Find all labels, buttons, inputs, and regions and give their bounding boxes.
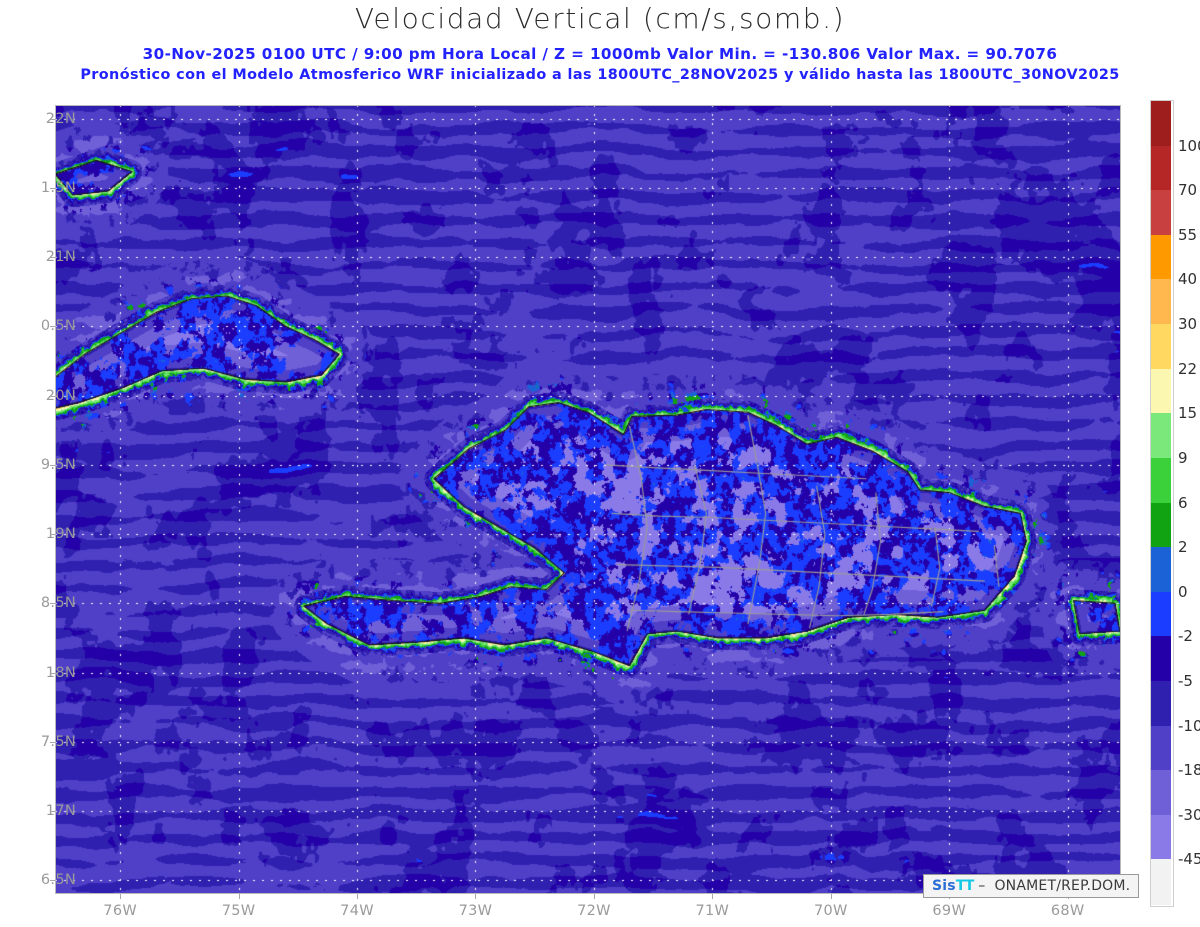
colorbar-label-5: 22 [1178,359,1198,378]
latitude-label-11: 6.5N [40,872,76,889]
colorbar-label-1: 70 [1178,181,1198,200]
colorbar-band-9 [1151,502,1171,548]
colorbar-label-3: 40 [1178,270,1198,289]
longitude-label-2: 74W [340,903,374,919]
latitude-label-7: 8.5N [40,595,76,612]
latitude-label-3: 0.5N [40,318,76,335]
colorbar-label-12: -5 [1178,671,1193,690]
colorbar-band-10 [1151,547,1171,593]
colorbar-band-3 [1151,234,1171,281]
longitude-tick-4 [593,894,595,899]
model-description-line: Pronóstico con el Modelo Atmosferico WRF… [80,67,1120,83]
longitude-label-7: 69W [932,903,967,919]
longitude-label-4: 72W [577,903,611,919]
colorbar-band-6 [1151,368,1171,414]
colorbar-band-12 [1151,636,1171,682]
colorbar-label-15: -30 [1178,805,1200,824]
colorbar-label-7: 9 [1178,448,1188,467]
colorbar-label-13: -10 [1178,716,1200,735]
colorbar-band-0 [1151,101,1171,147]
colorbar-label-2: 55 [1178,225,1198,244]
colorbar-band-11 [1151,591,1171,637]
colorbar-label-16: -45 [1178,850,1200,869]
latitude-tick-8 [50,672,55,674]
colorbar-bands [1151,101,1171,905]
colorbar-label-14: -18 [1178,761,1200,780]
colorbar-label-0: 100 [1178,136,1200,155]
colorbar-band-17 [1151,859,1171,905]
latitude-label-0: 22N [45,110,76,127]
longitude-label-8: 68W [1050,903,1085,919]
longitude-tick-5 [712,894,714,899]
colorbar-label-6: 15 [1178,404,1198,423]
attribution-separator: – [978,878,986,894]
longitude-tick-2 [357,894,359,899]
map-plot-area[interactable] [55,105,1121,894]
colorbar-band-8 [1151,457,1171,504]
longitude-tick-1 [238,894,240,899]
colorbar-label-9: 2 [1178,538,1188,557]
longitude-tick-0 [120,894,122,899]
latitude-label-2: 21N [45,249,76,266]
attribution-box: Sis TT – ONAMET/REP.DOM. [923,874,1140,898]
latitude-label-6: 19N [45,526,76,543]
latitude-label-4: 20N [45,387,76,404]
colorbar-band-14 [1151,725,1171,771]
page-title: Velocidad Vertical (cm/s,somb.) [354,2,846,35]
colorbar-label-4: 30 [1178,315,1198,334]
longitude-label-1: 75W [221,903,256,919]
vertical-velocity-heatmap [55,105,1121,894]
longitude-label-6: 70W [813,903,848,919]
latitude-tick-4 [50,395,55,397]
colorbar-band-4 [1151,279,1171,325]
brand-suffix-label: TT [955,878,974,894]
longitude-label-5: 71W [695,903,730,919]
colorbar-band-1 [1151,145,1171,191]
latitude-tick-6 [50,534,55,536]
latitude-tick-10 [50,810,55,812]
colorbar-label-8: 6 [1178,493,1188,512]
longitude-tick-3 [475,894,477,899]
latitude-tick-5 [50,464,55,466]
latitude-tick-7 [50,603,55,605]
latitude-label-8: 18N [45,664,76,681]
colorbar-band-13 [1151,680,1171,727]
colorbar-band-16 [1151,814,1171,860]
organization-label: ONAMET/REP.DOM. [994,878,1131,894]
latitude-label-10: 17N [45,802,76,819]
colorbar-band-7 [1151,413,1171,459]
latitude-tick-0 [50,118,55,120]
colorbar-label-10: 0 [1178,582,1188,601]
latitude-tick-1 [50,188,55,190]
colorbar-label-11: -2 [1178,627,1193,646]
latitude-tick-2 [50,257,55,259]
latitude-label-9: 7.5N [40,733,76,750]
forecast-metadata-line: 30-Nov-2025 0100 UTC / 9:00 pm Hora Loca… [142,45,1058,63]
latitude-tick-3 [50,326,55,328]
latitude-label-5: 9.5N [40,456,76,473]
longitude-tick-6 [830,894,832,899]
longitude-label-3: 73W [458,903,493,919]
latitude-tick-11 [50,880,55,882]
latitude-label-1: 1.5N [40,180,76,197]
longitude-label-0: 76W [103,903,137,919]
latitude-tick-9 [50,741,55,743]
colorbar-band-5 [1151,324,1171,370]
brand-prefix-label: Sis [932,878,956,894]
colorbar-band-15 [1151,770,1171,816]
colorbar-band-2 [1151,190,1171,236]
